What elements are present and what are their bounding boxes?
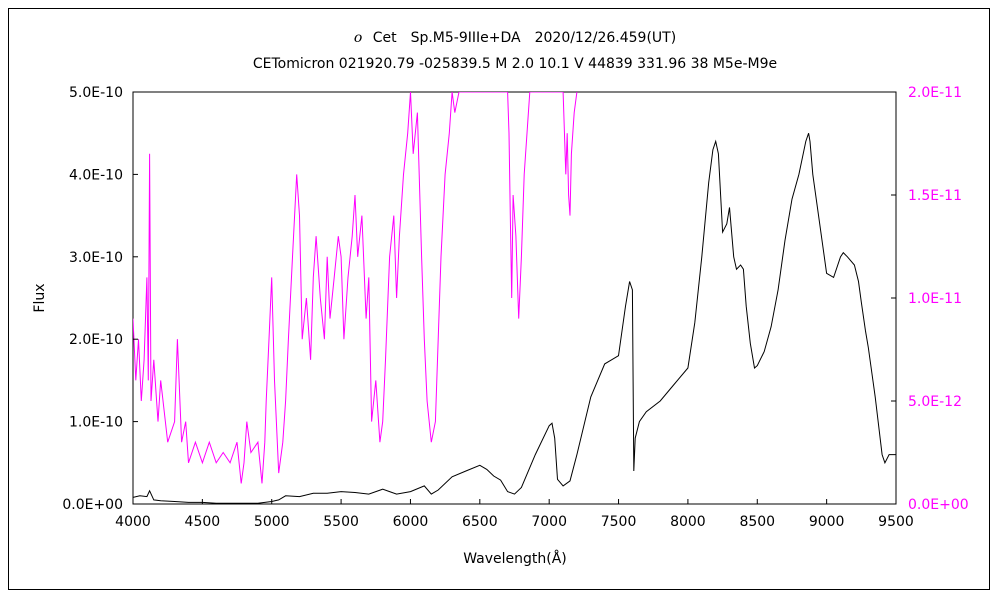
axes-layer: 4000 4500 5000 5500 6000 6500 7000 7500 8000 8500… xyxy=(62,85,968,530)
x-axis-label: Wavelength(Å) xyxy=(463,550,567,567)
y-axis-label: Flux xyxy=(32,283,48,312)
x-tick-label: 7000 xyxy=(531,514,567,530)
x-tick-label: 4000 xyxy=(115,514,151,530)
series-layer xyxy=(133,92,896,504)
magenta-flux-line xyxy=(133,92,578,484)
x-tick-label: 8000 xyxy=(670,514,706,530)
y2-tick-label: 1.0E-11 xyxy=(908,291,962,307)
black-flux-line xyxy=(133,133,896,504)
title-text: Cet Sp.M5-9IIIe+DA 2020/12/26.459(UT) xyxy=(373,30,676,46)
x-tick-label: 9000 xyxy=(809,514,845,530)
x-tick-label: 8500 xyxy=(739,514,775,530)
x-tick-label: 6000 xyxy=(393,514,429,530)
y-tick-label: 1.0E-10 xyxy=(69,415,123,431)
x-tick-label: 7500 xyxy=(601,514,637,530)
y-tick-label: 5.0E-10 xyxy=(69,85,123,101)
y-tick-label: 2.0E-10 xyxy=(69,332,123,348)
y-tick-label: 0.0E+00 xyxy=(62,497,123,513)
y-tick-label: 4.0E-10 xyxy=(69,167,123,183)
y2-tick-label: 2.0E-11 xyxy=(908,85,962,101)
y-tick-label: 3.0E-10 xyxy=(69,250,123,266)
x-tick-label: 5500 xyxy=(323,514,359,530)
x-tick-label: 6500 xyxy=(462,514,498,530)
chart-subtitle: CETomicron 021920.79 -025839.5 M 2.0 10.… xyxy=(253,56,777,72)
x-tick-label: 4500 xyxy=(185,514,221,530)
y2-tick-label: 5.0E-12 xyxy=(908,394,962,410)
y2-tick-label: 1.5E-11 xyxy=(908,188,962,204)
x-tick-label: 5000 xyxy=(254,514,290,530)
chart-title: o Cet Sp.M5-9IIIe+DA 2020/12/26.459(UT) xyxy=(354,30,676,46)
x-tick-label: 9500 xyxy=(878,514,914,530)
plot-area xyxy=(132,91,897,505)
chart-frame xyxy=(8,8,990,590)
y2-tick-label: 0.0E+00 xyxy=(908,497,969,513)
title-symbol: o xyxy=(354,30,362,46)
